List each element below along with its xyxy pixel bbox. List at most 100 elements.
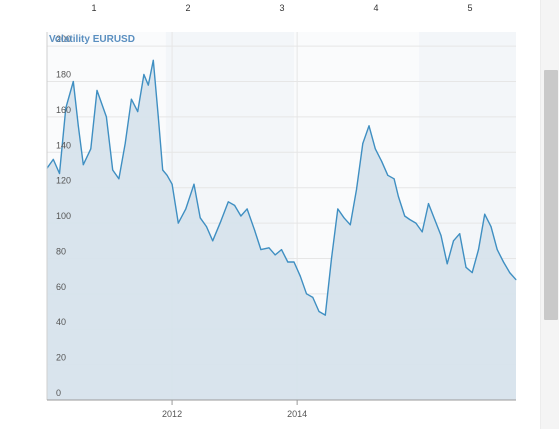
y-tick-label: 0 [56, 388, 61, 398]
data-point [427, 203, 430, 205]
data-point [343, 217, 345, 219]
data-point [330, 257, 333, 260]
data-point [293, 261, 295, 263]
data-point [90, 148, 92, 150]
data-point [177, 222, 179, 224]
y-tick-label: 20 [56, 353, 66, 363]
data-point [199, 217, 201, 219]
data-point [254, 229, 256, 231]
data-point [147, 84, 149, 86]
x-tick-label: 2012 [162, 409, 182, 419]
data-point [409, 218, 411, 221]
ruler-label-4: 4 [373, 3, 379, 13]
data-point [484, 213, 486, 215]
data-point [58, 172, 61, 175]
data-point [397, 195, 400, 198]
data-point [82, 164, 84, 166]
data-point [212, 240, 214, 242]
data-point [171, 183, 173, 185]
data-point [312, 296, 314, 298]
data-point [404, 215, 406, 217]
data-point [318, 310, 320, 313]
data-point [260, 249, 262, 251]
data-point [162, 169, 164, 171]
data-point [280, 249, 283, 251]
data-point [105, 116, 108, 118]
scrollbar-thumb[interactable] [544, 70, 558, 320]
data-point [227, 201, 229, 203]
data-point [137, 111, 139, 113]
y-tick-label: 100 [56, 211, 71, 221]
data-point [77, 125, 79, 127]
data-point [299, 275, 301, 277]
data-point [380, 160, 383, 162]
ruler-label-3: 3 [279, 3, 285, 13]
data-point [205, 226, 208, 228]
data-point [124, 142, 126, 145]
data-point [130, 98, 133, 100]
chart-container: 0 20 40 60 80 100 120 140 160 180 200 2012 2014 Volat… [46, 32, 517, 419]
data-point [52, 158, 54, 160]
data-point [362, 142, 364, 145]
ruler-label-5: 5 [467, 3, 473, 13]
y-tick-label: 80 [56, 246, 66, 256]
data-point [349, 224, 351, 226]
chart-title: Volatility EURUSD [49, 34, 135, 45]
data-point [305, 293, 308, 295]
data-point [65, 107, 67, 109]
x-tick-label: 2014 [287, 409, 307, 419]
data-point [287, 261, 289, 263]
data-point [387, 174, 389, 176]
volatility-chart: 0 20 40 60 80 100 120 140 160 180 200 2012 2014 Volat… [46, 32, 517, 419]
data-point [72, 80, 74, 83]
y-tick-label: 200 [56, 34, 71, 44]
data-point [324, 314, 326, 316]
data-point [368, 125, 370, 127]
ruler-label-2: 2 [185, 3, 191, 13]
data-point [502, 261, 505, 263]
data-point [118, 178, 120, 180]
data-point [415, 222, 417, 224]
top-ruler: 1 2 3 4 5 [0, 0, 528, 18]
data-point [374, 148, 376, 150]
data-point [515, 279, 517, 281]
data-point [434, 218, 436, 221]
y-tick-label: 180 [56, 70, 71, 80]
data-point [421, 231, 423, 233]
data-point [496, 249, 498, 251]
y-tick-label: 40 [56, 317, 66, 327]
data-point [143, 73, 145, 76]
data-point [185, 208, 187, 210]
data-point [234, 204, 236, 206]
series-area [47, 60, 516, 401]
y-tick-label: 60 [56, 282, 66, 292]
data-point [246, 208, 248, 210]
data-point [96, 89, 98, 91]
data-point [157, 116, 159, 118]
ruler-label-1: 1 [91, 3, 97, 13]
data-point [166, 174, 168, 176]
data-point [268, 247, 270, 249]
data-point [459, 233, 461, 235]
data-point [440, 234, 442, 237]
data-point [274, 254, 276, 256]
series-line [46, 59, 517, 316]
data-point [452, 240, 455, 242]
data-point [240, 215, 242, 217]
y-tick-label: 160 [56, 105, 71, 115]
data-point [509, 272, 511, 274]
data-point [152, 59, 154, 61]
data-point [112, 169, 114, 171]
data-point [477, 249, 480, 251]
data-point [355, 188, 358, 191]
data-point [490, 226, 492, 228]
data-point [193, 183, 195, 185]
data-point [471, 272, 473, 274]
data-point [465, 266, 467, 268]
data-point [220, 220, 222, 222]
y-tick-label: 120 [56, 176, 71, 186]
data-point [446, 263, 448, 265]
data-point [393, 178, 395, 180]
y-tick-label: 140 [56, 140, 71, 150]
